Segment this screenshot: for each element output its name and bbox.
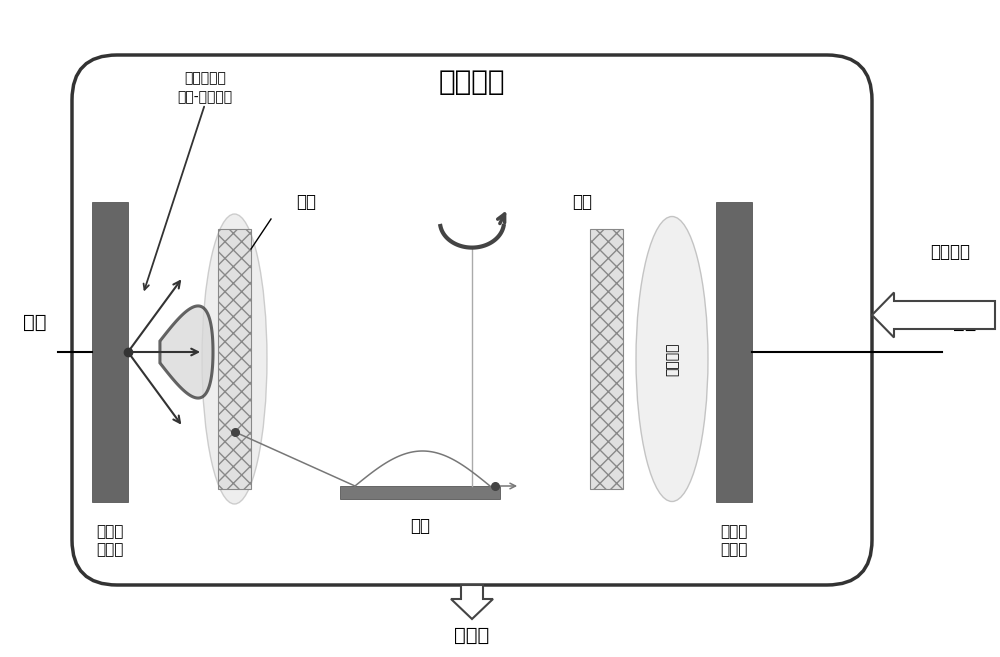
Bar [218,229,251,489]
Text: 真空泵: 真空泵 [454,625,490,645]
Text: 高纯溅
射铝逶: 高纯溅 射铝逶 [720,524,748,558]
Bar [590,229,623,489]
Text: 等离子体: 等离子体 [665,342,679,376]
Ellipse shape [202,214,267,504]
FancyBboxPatch shape [72,55,872,585]
Text: 电源: 电源 [953,313,977,332]
Text: 真空腔体: 真空腔体 [439,68,505,96]
Text: 热丝: 热丝 [296,193,316,211]
FancyArrow shape [451,585,493,619]
Text: 热丝: 热丝 [572,193,592,211]
Text: 基体: 基体 [410,517,430,535]
Text: 反应气体: 反应气体 [930,243,970,261]
Ellipse shape [636,217,708,501]
Polygon shape [160,306,213,398]
Bar [716,202,752,502]
Text: 电源: 电源 [23,313,47,332]
Text: 溅射铝原子
能量-角度分布: 溅射铝原子 能量-角度分布 [177,72,233,104]
FancyArrow shape [872,292,995,338]
Text: 高纯溅
射铝逶: 高纯溅 射铝逶 [96,524,124,558]
Bar [340,486,500,499]
Bar [92,202,128,502]
